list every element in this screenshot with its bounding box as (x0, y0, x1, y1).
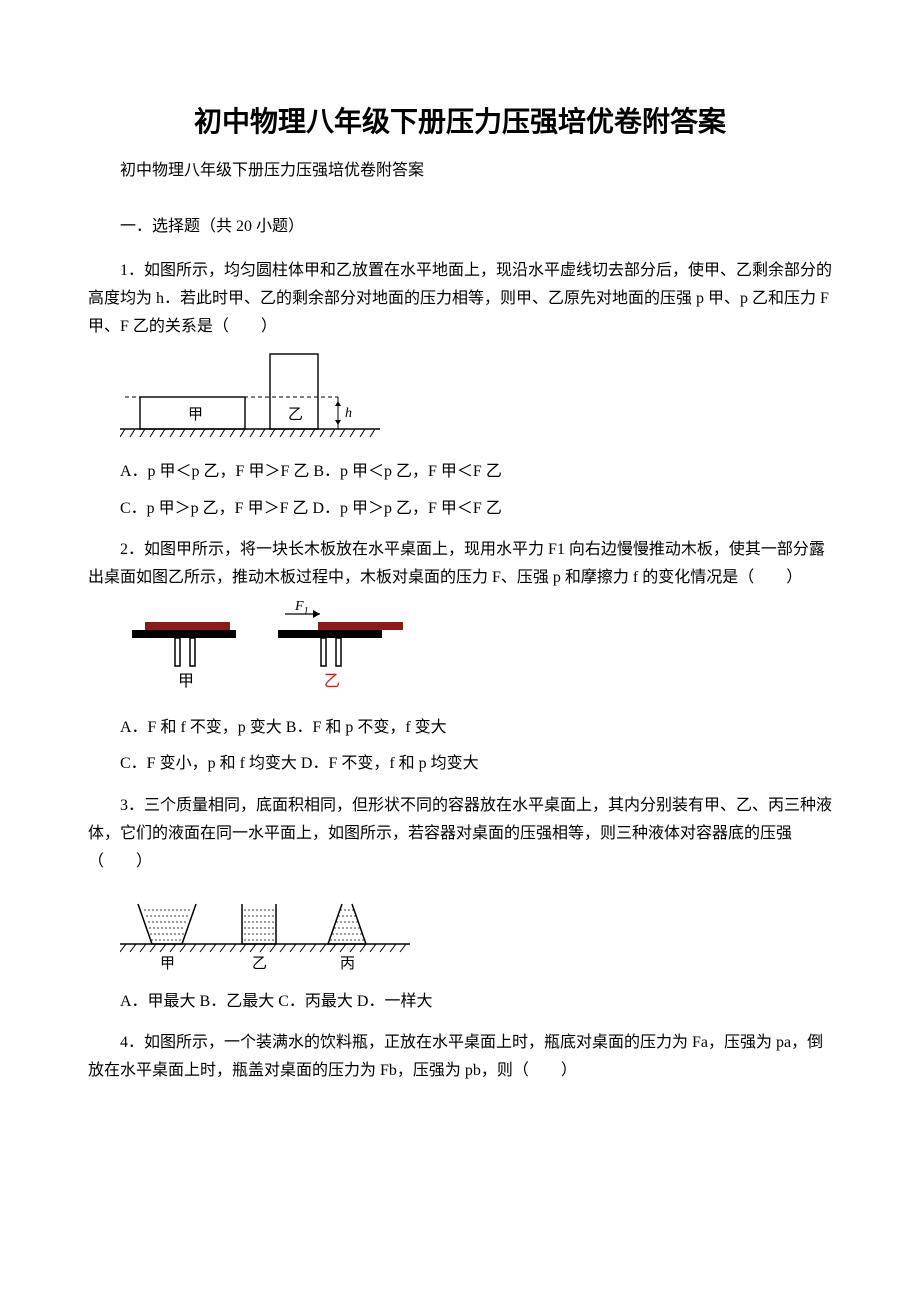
question-1-figure: 甲 乙 h (120, 349, 832, 449)
fig2-yi-label: 乙 (324, 673, 340, 690)
fig1-jia-label: 甲 (188, 407, 203, 423)
question-3-options: A．甲最大 B．乙最大 C．丙最大 D．一样大 (88, 987, 832, 1017)
page-title: 初中物理八年级下册压力压强培优卷附答案 (88, 100, 832, 140)
fig3-yi-label: 乙 (252, 956, 267, 972)
section-1-heading: 一．选择题（共 20 小题） (88, 214, 832, 240)
question-1-options-ab: A．p 甲＜p 乙，F 甲＞F 乙 B．p 甲＜p 乙，F 甲＜F 乙 (88, 457, 832, 487)
question-1-text: 1．如图所示，均匀圆柱体甲和乙放置在水平地面上，现沿水平虚线切去部分后，使甲、乙… (88, 257, 832, 341)
fig1-h-label: h (345, 406, 352, 421)
fig2-jia-label: 甲 (178, 673, 194, 690)
question-2-options-ab: A．F 和 f 不变，p 变大 B．F 和 p 不变，f 变大 (88, 713, 832, 743)
fig1-yi-label: 乙 (288, 407, 303, 423)
question-1-options-cd: C．p 甲＞p 乙，F 甲＞F 乙 D．p 甲＞p 乙，F 甲＜F 乙 (88, 494, 832, 524)
question-4-text: 4．如图所示，一个装满水的饮料瓶，正放在水平桌面上时，瓶底对桌面的压力为 Fa，… (88, 1029, 832, 1085)
document-page: 初中物理八年级下册压力压强培优卷附答案 初中物理八年级下册压力压强培优卷附答案 … (0, 0, 920, 1302)
question-2-figure: 甲 F1 乙 (120, 600, 832, 705)
fig3-bing-label: 丙 (340, 956, 355, 972)
question-2-text: 2．如图甲所示，将一块长木板放在水平桌面上，现用水平力 F1 向右边慢慢推动木板… (88, 536, 832, 592)
question-2-options-cd: C．F 变小，p 和 f 均变大 D．F 不变，f 和 p 均变大 (88, 749, 832, 779)
subtitle: 初中物理八年级下册压力压强培优卷附答案 (88, 158, 832, 184)
question-3-text: 3．三个质量相同，底面积相同，但形状不同的容器放在水平桌面上，其内分别装有甲、乙… (88, 792, 832, 876)
fig3-jia-label: 甲 (160, 956, 175, 972)
question-3-figure: 甲 乙 丙 (120, 884, 832, 979)
